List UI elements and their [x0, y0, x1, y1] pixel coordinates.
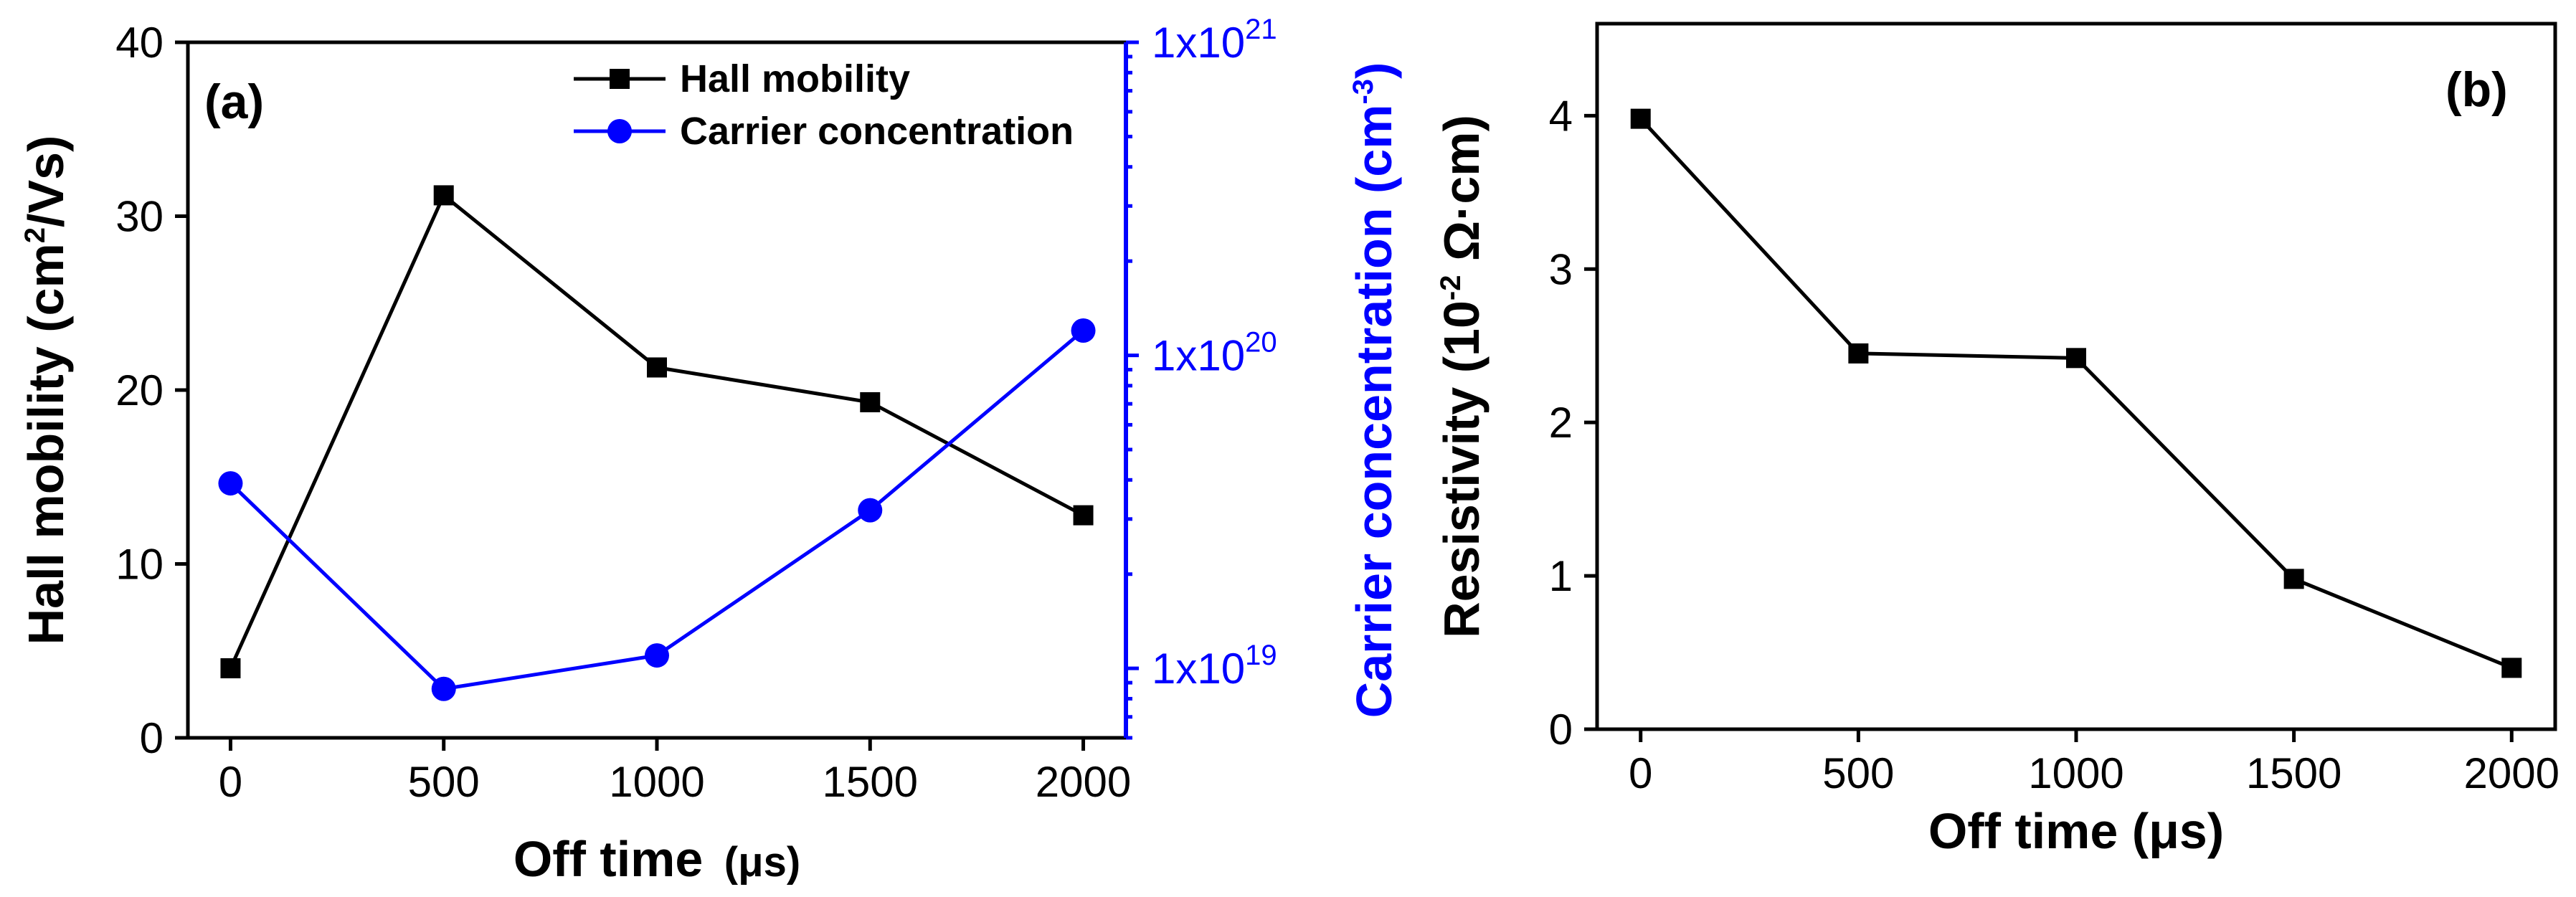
y-axis-title-b-main: Resistivity (10 [1434, 300, 1490, 638]
x-axis-title-a-unit: (μs) [724, 839, 800, 886]
data-point-carrier [431, 676, 456, 701]
data-point-hall [1073, 505, 1094, 526]
y-tick-label-a: 30 [115, 193, 164, 241]
data-point-hall [647, 357, 667, 378]
chart-a: 0 500 1000 1500 2000 0 10 20 30 40 1x1019 1x1020 1… [18, 14, 1402, 887]
y-axis-title-b: Resistivity (10-2 Ω·cm) [1434, 115, 1490, 638]
x-tick-label-a: 500 [408, 758, 480, 806]
x-tick-label-b: 0 [1629, 749, 1652, 797]
x-axis-title-b: Off time (μs) [1928, 803, 2224, 859]
y2-tick-label-a: 1x1019 [1152, 640, 1277, 693]
chart-b: 0 500 1000 1500 2000 0 1 2 3 4 (b) Off time (μs)… [1434, 22, 2560, 859]
y-axis-title-a-tail: /Vs) [18, 136, 74, 227]
y2-axis-title-a-sup: -3 [1348, 79, 1379, 105]
y-tick-label-b: 4 [1549, 92, 1573, 140]
data-point-resistivity [1630, 108, 1651, 129]
y2-axis-title-a-main: Carrier concentration (cm [1346, 105, 1402, 718]
x-tick-label-b: 1000 [2028, 749, 2123, 797]
series-line-square [229, 192, 1084, 670]
y-axis-title-a-sup: 2 [19, 227, 51, 243]
x-tick-label-a: 1000 [609, 758, 704, 806]
data-point-carrier [858, 498, 883, 523]
y-tick-label-a: 20 [115, 366, 164, 414]
y2-tick-label-a: 1x1020 [1152, 327, 1277, 380]
y-tick-label-b: 0 [1549, 706, 1573, 754]
panel-label-a: (a) [204, 75, 264, 129]
x-axis-title-a-main: Off time [513, 831, 703, 887]
data-point-carrier [218, 471, 243, 496]
legend-a: Hall mobility Carrier concentration [574, 57, 1074, 153]
data-point-resistivity [1848, 343, 1869, 364]
legend-hall-marker [610, 69, 630, 89]
y-axis-title-a: Hall mobility (cm2/Vs) [18, 136, 74, 645]
series-line-resistivity [1639, 117, 2513, 670]
y-axis-title-b-tail: Ω·cm) [1434, 115, 1490, 275]
panel-label-b: (b) [2445, 62, 2508, 117]
data-point-carrier [645, 643, 669, 668]
legend-carrier-marker [607, 119, 632, 143]
x-tick-label-b: 1500 [2246, 749, 2341, 797]
data-point-hall [433, 185, 454, 206]
chart-b-frame [1595, 22, 2557, 731]
y-tick-label-a: 40 [115, 19, 164, 67]
y2-axis-title-a: Carrier concentration (cm-3) [1346, 62, 1402, 718]
data-point-hall [860, 391, 881, 412]
y-axis-title-b-sup: -2 [1435, 275, 1467, 301]
data-point-hall [220, 658, 241, 678]
data-point-resistivity [2501, 658, 2522, 678]
x-axis-title-a: Off time (μs) [513, 831, 800, 887]
data-point-resistivity [2283, 569, 2304, 589]
legend-hall-label: Hall mobility [680, 57, 910, 100]
data-point-carrier [1071, 318, 1096, 343]
x-tick-label-b: 2000 [2464, 749, 2560, 797]
x-tick-label-a: 0 [219, 758, 242, 806]
y-tick-label-a: 0 [140, 714, 164, 762]
y-axis-title-a-main: Hall mobility (cm [18, 243, 74, 645]
legend-carrier-label: Carrier concentration [680, 110, 1074, 153]
y-tick-label-b: 2 [1549, 399, 1573, 447]
x-tick-label-b: 500 [1822, 749, 1894, 797]
y2-axis-title-a-tail: ) [1346, 62, 1402, 79]
y-tick-label-b: 1 [1549, 552, 1573, 600]
data-point-resistivity [2066, 348, 2086, 369]
y2-tick-label-a: 1x1021 [1152, 14, 1277, 67]
x-tick-label-a: 1500 [823, 758, 918, 806]
y-tick-label-b: 3 [1549, 245, 1573, 293]
x-tick-label-a: 2000 [1036, 758, 1131, 806]
y-tick-label-a: 10 [115, 541, 164, 589]
